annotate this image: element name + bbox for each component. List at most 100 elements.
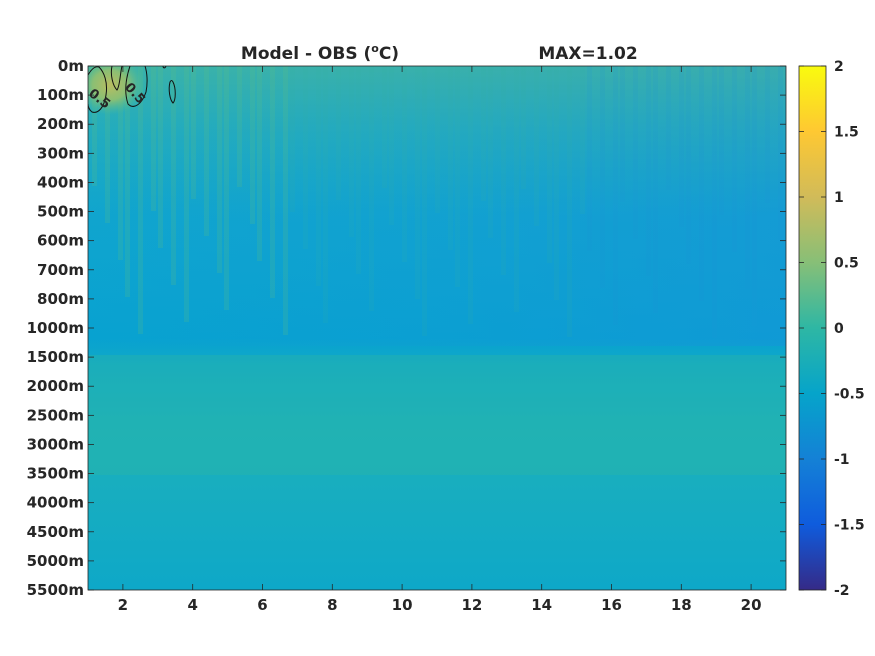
colorbar-tick-label: -1 — [834, 452, 850, 468]
streak — [415, 66, 420, 299]
streak — [402, 66, 407, 262]
x-tick-label: 2 — [118, 596, 128, 614]
streak — [745, 66, 750, 289]
streak — [481, 66, 486, 201]
streak — [389, 66, 394, 225]
streak — [620, 66, 625, 202]
streak — [501, 66, 506, 275]
colorbar-ticks: 2 1.5 1 0.5 0 -0.5 -1 -1.5 -2 — [799, 59, 865, 599]
streak — [448, 66, 453, 250]
colorbar-tick-label: 0 — [834, 321, 844, 337]
streak — [719, 66, 724, 215]
y-tick-label: 5000m — [27, 552, 84, 570]
colorbar-tick-label: 1 — [834, 190, 844, 206]
streak — [250, 66, 255, 224]
streak — [554, 66, 559, 300]
streak — [633, 66, 638, 239]
streak — [382, 66, 387, 188]
streak — [158, 66, 163, 248]
streak — [422, 66, 427, 336]
streak — [600, 66, 605, 288]
colorbar-tick-label: -1.5 — [834, 518, 865, 534]
colorbar-tick-label: -2 — [834, 583, 850, 599]
streak — [283, 66, 288, 335]
title-tail: C) — [379, 44, 399, 64]
colorbar-tick-label: 2 — [834, 59, 844, 75]
streak — [191, 66, 196, 199]
heatmap-plot-area: 0.5 0.5 — [88, 66, 786, 590]
y-tick-label: 2000m — [27, 377, 84, 395]
streak — [303, 66, 308, 249]
streak — [547, 66, 552, 263]
y-axis-ticks: 0m 100m 200m 300m 400m 500m 600m 700m 800m 1000m 1… — [27, 57, 786, 599]
streak — [184, 66, 189, 322]
colorbar: 2 1.5 1 0.5 0 -0.5 -1 -1.5 -2 — [798, 59, 865, 599]
y-tick-label: 3500m — [27, 465, 84, 483]
y-tick-label: 400m — [37, 173, 84, 191]
y-tick-label: 800m — [37, 290, 84, 308]
streak — [587, 66, 592, 251]
y-tick-label: 0m — [58, 57, 84, 75]
y-tick-label: 600m — [37, 232, 84, 250]
colorbar-tick-label: 1.5 — [834, 125, 859, 141]
y-tick-label: 200m — [37, 115, 84, 133]
x-tick-label: 6 — [257, 596, 267, 614]
streak — [613, 66, 618, 325]
streak — [171, 66, 176, 285]
x-tick-label: 14 — [531, 596, 552, 614]
x-axis-ticks: 2 4 6 8 10 12 14 16 18 20 — [118, 66, 762, 614]
streak — [712, 66, 717, 338]
streak — [105, 66, 110, 223]
streak — [356, 66, 361, 274]
streak — [92, 66, 97, 186]
title-superscript: o — [371, 42, 379, 55]
y-tick-label: 300m — [37, 144, 84, 162]
x-tick-label: 8 — [327, 596, 337, 614]
streak — [765, 66, 770, 203]
streak — [336, 66, 341, 200]
y-tick-label: 1000m — [27, 319, 84, 337]
contour-line — [125, 66, 148, 107]
streak — [514, 66, 519, 312]
contour-line — [168, 80, 176, 104]
x-tick-label: 16 — [601, 596, 622, 614]
streak — [686, 66, 691, 264]
streak — [646, 66, 651, 276]
max-label: MAX=1.02 — [538, 44, 637, 64]
streak — [567, 66, 572, 337]
streak — [521, 66, 526, 189]
streak — [785, 66, 786, 277]
streak — [316, 66, 321, 286]
streak — [224, 66, 229, 310]
streak — [699, 66, 704, 301]
y-tick-label: 500m — [37, 203, 84, 221]
x-tick-label: 18 — [671, 596, 692, 614]
x-tick-label: 4 — [187, 596, 197, 614]
contour-line — [88, 66, 107, 113]
streak — [204, 66, 209, 236]
y-tick-label: 4000m — [27, 494, 84, 512]
streak — [732, 66, 737, 252]
warm-hotspot — [88, 66, 145, 115]
deep-warm-band — [88, 355, 786, 475]
colorbar-tick-label: -0.5 — [834, 387, 865, 403]
streak — [580, 66, 585, 214]
y-tick-label: 100m — [37, 86, 84, 104]
x-tick-label: 12 — [461, 596, 482, 614]
streak — [752, 66, 757, 326]
streak — [468, 66, 473, 324]
title-main: Model - OBS ( — [241, 44, 371, 64]
streak — [488, 66, 493, 238]
x-tick-label: 20 — [741, 596, 762, 614]
streak — [349, 66, 354, 237]
streak — [151, 66, 156, 211]
contour-line — [162, 66, 167, 69]
streak — [290, 66, 295, 212]
streak — [217, 66, 222, 273]
streak — [270, 66, 275, 298]
streak — [679, 66, 684, 227]
streak — [435, 66, 440, 213]
streak — [653, 66, 658, 313]
y-tick-label: 5500m — [27, 581, 84, 599]
